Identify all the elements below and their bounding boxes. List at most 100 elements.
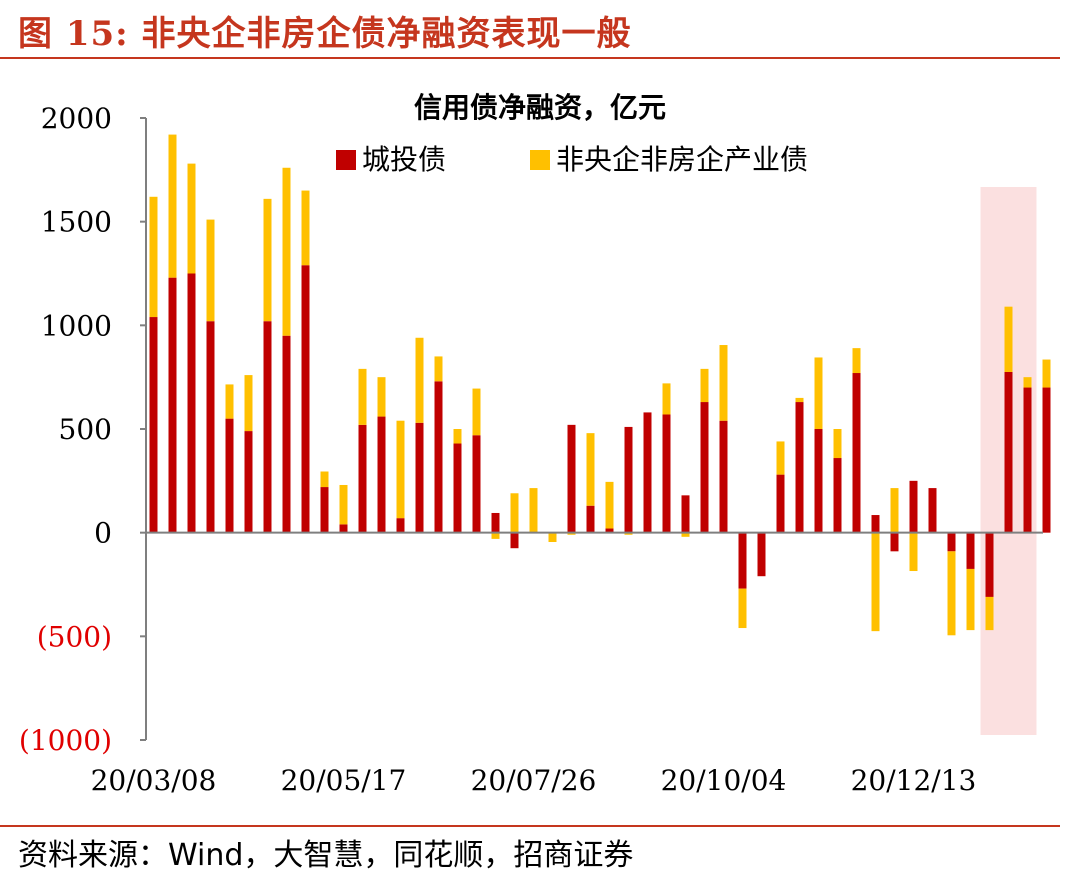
y-tick-label: 2000 [41, 102, 112, 135]
bar-series-2-16 [453, 429, 462, 444]
bar-series-2-4 [225, 384, 234, 419]
source-note: 资料来源：Wind，大智慧，同花顺，招商证券 [18, 838, 634, 873]
x-tick-label: 20/03/08 [91, 764, 217, 797]
bar-series-2-31 [738, 588, 747, 629]
bar-series-1-18 [491, 512, 500, 533]
bar-series-1-36 [833, 458, 842, 533]
bar-series-2-34 [795, 397, 804, 403]
source-rule [0, 825, 1060, 827]
bar-series-1-11 [358, 424, 367, 533]
bar-series-2-37 [852, 348, 861, 374]
x-tick-label: 20/05/17 [281, 764, 407, 797]
bar-series-2-28 [681, 532, 690, 537]
bar-series-2-22 [567, 532, 576, 535]
bar-series-1-15 [434, 381, 443, 533]
bar-series-1-44 [985, 532, 994, 597]
bar-series-2-10 [339, 484, 348, 525]
bar-series-1-27 [662, 414, 671, 533]
bar-series-2-43 [966, 568, 975, 631]
bar-series-1-25 [624, 426, 633, 533]
bar-series-1-46 [1023, 387, 1032, 533]
bar-series-1-7 [282, 335, 291, 533]
chart-title: 信用债净融资，亿元 [414, 91, 666, 124]
bar-series-2-33 [776, 441, 785, 475]
bar-series-1-17 [472, 435, 481, 533]
bar-series-1-1 [168, 277, 177, 533]
bar-series-1-24 [605, 528, 614, 533]
bar-series-2-3 [206, 219, 215, 322]
bar-series-1-12 [377, 416, 386, 533]
bar-series-1-40 [909, 480, 918, 533]
bar-series-2-30 [719, 345, 728, 421]
bar-series-2-46 [1023, 377, 1032, 388]
bar-series-2-19 [510, 493, 519, 533]
legend: 城投债 非央企非房企产业债 [336, 143, 808, 176]
bar-series-2-47 [1042, 359, 1051, 388]
bar-series-2-7 [282, 167, 291, 336]
bar-series-1-9 [320, 487, 329, 533]
bar-series-2-27 [662, 383, 671, 415]
bar-series-2-12 [377, 377, 386, 417]
bar-series-1-3 [206, 321, 215, 533]
y-ticks: 2000 1500 1000 500 0 (500) (1000) [19, 102, 146, 757]
bar-series-2-20 [529, 488, 538, 533]
bar-series-1-35 [814, 429, 823, 533]
x-tick-label: 20/12/13 [851, 764, 977, 797]
bar-series-2-35 [814, 357, 823, 429]
bar-series-1-8 [301, 265, 310, 533]
bar-series-1-13 [396, 518, 405, 533]
legend-label-series-1: 城投债 [362, 143, 446, 176]
bar-series-2-29 [700, 368, 709, 403]
bar-series-2-13 [396, 420, 405, 519]
bar-series-1-32 [757, 532, 766, 577]
bar-series-2-1 [168, 134, 177, 278]
y-tick-label: 1500 [41, 206, 112, 239]
bar-series-1-33 [776, 474, 785, 533]
bar-series-2-15 [434, 356, 443, 382]
bar-series-1-34 [795, 402, 804, 533]
bar-series-1-39 [890, 532, 899, 552]
title-rule [0, 57, 1060, 59]
bar-series-1-5 [244, 431, 253, 533]
legend-swatch-series-2 [530, 150, 550, 170]
bar-series-2-44 [985, 596, 994, 631]
bar-series-2-5 [244, 375, 253, 432]
bar-series-1-6 [263, 321, 272, 533]
bar-series-1-4 [225, 418, 234, 533]
bar-series-1-10 [339, 524, 348, 533]
bar-series-2-23 [586, 433, 595, 506]
bar-series-1-16 [453, 443, 462, 533]
bar-series-2-39 [890, 488, 899, 533]
bar-series-1-14 [415, 422, 424, 533]
bar-series-1-30 [719, 420, 728, 533]
bar-series-1-28 [681, 495, 690, 533]
bar-series-2-17 [472, 388, 481, 436]
bar-series-2-24 [605, 481, 614, 529]
legend-label-series-2: 非央企非房企产业债 [556, 143, 808, 176]
bar-series-1-37 [852, 373, 861, 533]
bar-series-1-31 [738, 532, 747, 589]
bar-series-2-6 [263, 198, 272, 322]
bar-series-1-2 [187, 273, 196, 533]
y-tick-label: 1000 [41, 309, 112, 342]
y-tick-label: (500) [37, 620, 112, 653]
bar-series-1-45 [1004, 371, 1013, 533]
legend-swatch-series-1 [336, 150, 356, 170]
bar-series-2-42 [947, 551, 956, 636]
x-ticks: 20/03/08 20/05/17 20/07/26 20/10/04 20/12/13 [91, 764, 977, 797]
bar-series-2-14 [415, 337, 424, 423]
bar-series-2-2 [187, 163, 196, 274]
bar-series-1-41 [928, 488, 937, 533]
bar-series-1-47 [1042, 387, 1051, 533]
y-tick-label: 0 [94, 517, 112, 550]
bar-series-2-40 [909, 532, 918, 572]
bar-series-1-23 [586, 505, 595, 533]
figure-title: 图 15: 非央企非房企债净融资表现一般 [18, 14, 632, 54]
bar-series-2-18 [491, 532, 500, 539]
bar-series-1-26 [643, 412, 652, 533]
x-tick-label: 20/07/26 [471, 764, 597, 797]
bar-series-2-8 [301, 190, 310, 266]
bar-series-2-0 [149, 196, 158, 318]
bar-series-1-42 [947, 532, 956, 552]
bar-series-1-19 [510, 532, 519, 549]
